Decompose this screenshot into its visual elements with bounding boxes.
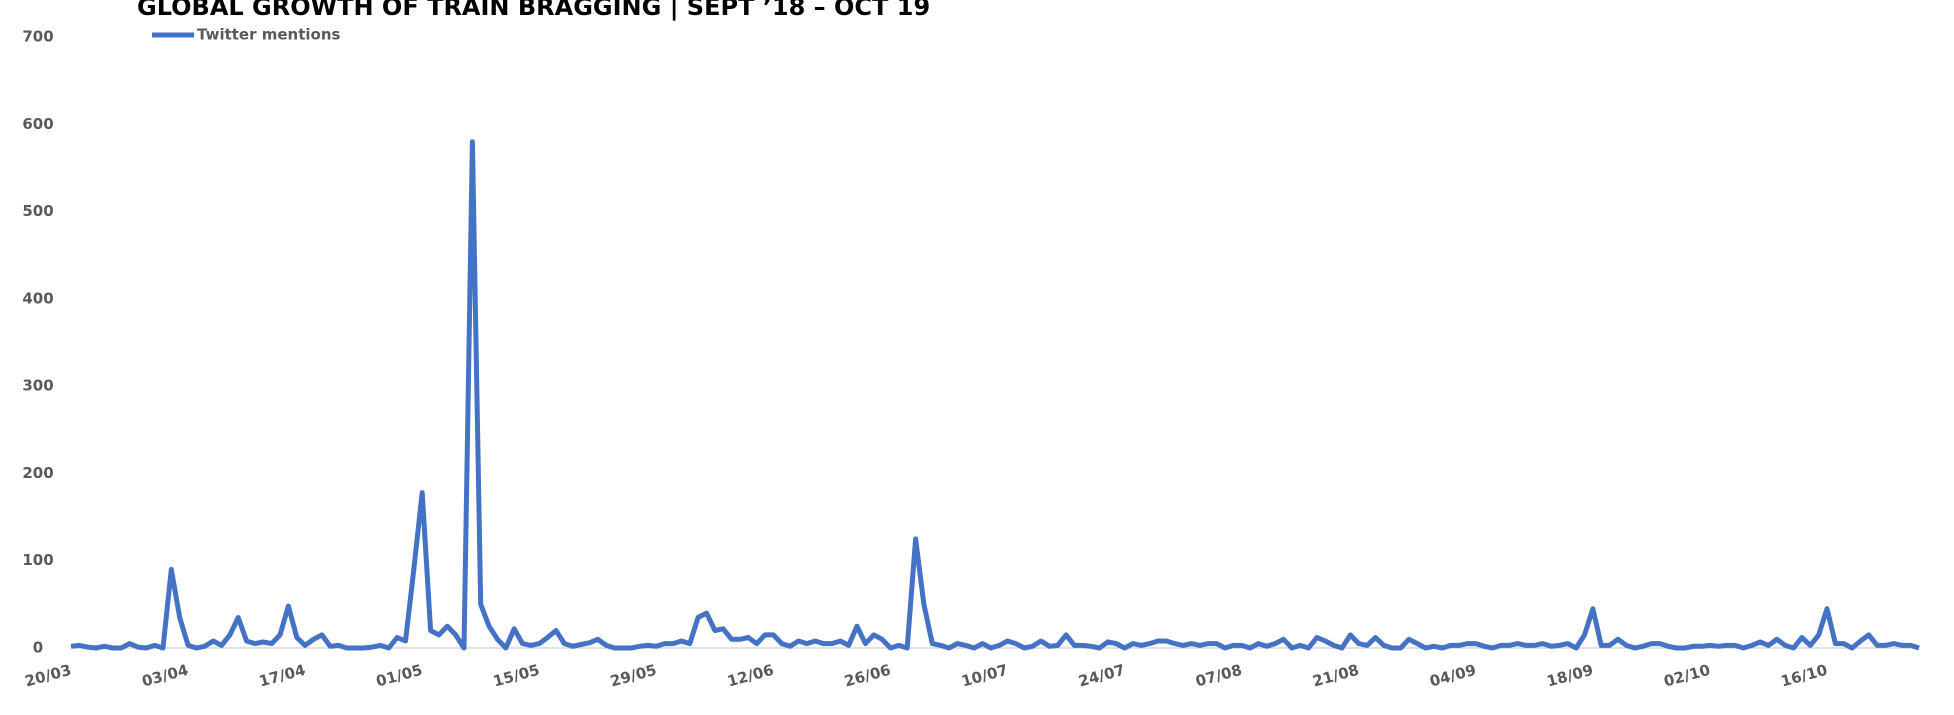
x-tick-label: 15/05 <box>491 661 541 691</box>
x-tick-label: 16/10 <box>1779 661 1829 691</box>
x-tick-label: 26/06 <box>842 661 892 691</box>
y-tick-label: 400 <box>22 289 53 307</box>
x-tick-label: 12/06 <box>725 661 775 691</box>
y-tick-label: 600 <box>22 115 53 133</box>
x-tick-label: 21/08 <box>1311 661 1361 691</box>
legend-label: Twitter mentions <box>197 26 340 44</box>
y-tick-label: 200 <box>22 464 53 482</box>
y-tick-label: 0 <box>33 639 43 657</box>
chart-title: GLOBAL GROWTH OF TRAIN BRAGGING | SEPT ’… <box>137 0 930 21</box>
x-tick-label: 01/05 <box>374 661 424 691</box>
y-tick-label: 700 <box>22 28 53 46</box>
x-tick-label: 29/05 <box>608 661 658 691</box>
x-tick-label: 18/09 <box>1545 661 1595 691</box>
y-tick-label: 100 <box>22 551 53 569</box>
line-series <box>70 139 1920 651</box>
x-tick-label: 17/04 <box>257 661 307 691</box>
x-tick-label: 03/04 <box>140 661 190 691</box>
y-tick-label: 500 <box>22 202 53 220</box>
x-tick-label: 04/09 <box>1428 661 1478 691</box>
x-tick-label: 10/07 <box>959 661 1009 691</box>
x-tick-label: 02/10 <box>1662 661 1712 691</box>
x-tick-label: 20/03 <box>23 661 73 691</box>
x-tick-label: 24/07 <box>1077 661 1127 691</box>
x-tick-label: 07/08 <box>1194 661 1244 691</box>
y-tick-label: 300 <box>22 377 53 395</box>
